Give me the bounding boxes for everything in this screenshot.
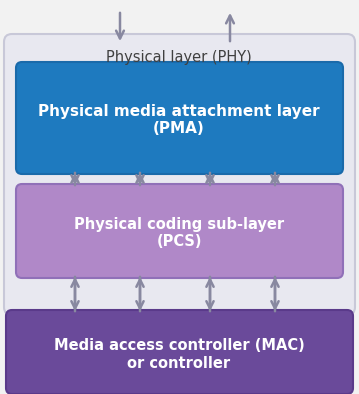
Text: Physical layer (PHY): Physical layer (PHY) <box>106 50 252 65</box>
FancyBboxPatch shape <box>16 62 343 174</box>
FancyBboxPatch shape <box>4 34 355 315</box>
Text: Physical media attachment layer: Physical media attachment layer <box>38 104 320 119</box>
Text: (PMA): (PMA) <box>153 121 205 136</box>
FancyBboxPatch shape <box>16 184 343 278</box>
Text: Media access controller (MAC): Media access controller (MAC) <box>53 338 304 353</box>
Text: or controller: or controller <box>127 355 230 370</box>
FancyBboxPatch shape <box>6 310 353 394</box>
Text: (PCS): (PCS) <box>156 234 202 249</box>
Text: Physical coding sub-layer: Physical coding sub-layer <box>74 216 284 232</box>
